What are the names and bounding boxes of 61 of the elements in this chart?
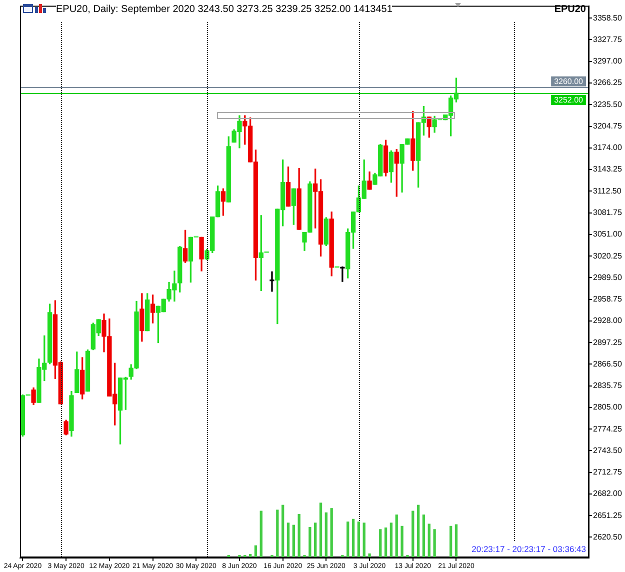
bar bbox=[379, 529, 382, 557]
bar bbox=[400, 526, 404, 557]
y-tick-label: 2774.25 bbox=[593, 424, 622, 434]
y-tick-label: 2989.50 bbox=[593, 272, 622, 282]
bar bbox=[324, 512, 328, 557]
bar bbox=[254, 545, 258, 557]
bar bbox=[292, 524, 295, 557]
bar bbox=[412, 510, 414, 557]
y-tick-label: 2866.50 bbox=[593, 359, 622, 368]
y-tick-label: 2958.75 bbox=[593, 294, 622, 304]
bar bbox=[260, 510, 262, 557]
y-tick-label: 2897.25 bbox=[593, 338, 622, 347]
y-tick-label: 2835.75 bbox=[593, 381, 622, 390]
y-tick-label: 2712.75 bbox=[593, 468, 622, 477]
bar bbox=[395, 514, 398, 557]
bar bbox=[416, 504, 420, 557]
bar bbox=[449, 526, 452, 557]
bar bbox=[433, 529, 436, 557]
candlestick bbox=[340, 266, 345, 282]
y-tick-label: 3020.25 bbox=[593, 251, 622, 260]
y-tick-label: 3112.50 bbox=[593, 186, 622, 196]
y-tick-label: 3266.25 bbox=[593, 78, 622, 88]
y-tick-label: 3204.75 bbox=[593, 121, 622, 130]
bar bbox=[352, 518, 355, 557]
bar bbox=[308, 526, 312, 557]
y-tick-label: 2928.00 bbox=[593, 316, 622, 326]
bar bbox=[286, 522, 290, 557]
y-tick-label: 3358.50 bbox=[593, 13, 622, 22]
bar bbox=[281, 504, 284, 557]
y-tick-label: 2743.50 bbox=[593, 446, 622, 455]
bar bbox=[428, 524, 430, 557]
annotation: 20:23:17 - 20:23:17 - 03:36:43 bbox=[472, 544, 586, 554]
y-tick-label: 3174.00 bbox=[593, 143, 622, 152]
y-tick-label: 3143.25 bbox=[593, 164, 622, 174]
y-tick-label: 3297.00 bbox=[593, 56, 622, 66]
y-tick-label: 2651.25 bbox=[593, 510, 622, 520]
candlestick bbox=[270, 271, 274, 292]
bar bbox=[330, 508, 333, 557]
y-tick-label: 3051.00 bbox=[593, 230, 622, 239]
bar bbox=[390, 522, 393, 557]
y-tick-label: 3327.75 bbox=[593, 34, 622, 44]
y-tick-label: 2620.50 bbox=[593, 532, 622, 542]
bar bbox=[454, 524, 458, 557]
ref-line-label: 3252.00 bbox=[554, 96, 584, 105]
y-tick-label: 3081.75 bbox=[593, 208, 622, 217]
bar bbox=[368, 553, 371, 557]
bar bbox=[346, 522, 350, 557]
ref-line-label: 3260.00 bbox=[554, 77, 584, 86]
bar bbox=[384, 528, 388, 557]
y-tick-label: 2682.00 bbox=[593, 489, 622, 498]
bar bbox=[357, 522, 360, 557]
bar bbox=[362, 522, 366, 557]
chart-title: EPU20, Daily: September 2020 3243.50 3273.25 3239.25 3252.00 1413451 bbox=[56, 4, 392, 16]
bar bbox=[248, 554, 252, 557]
bar bbox=[314, 522, 317, 557]
bar bbox=[298, 514, 300, 557]
y-tick-label: 2805.00 bbox=[593, 402, 622, 412]
bar bbox=[276, 510, 279, 557]
bar bbox=[319, 502, 322, 557]
y-tick-label: 3235.50 bbox=[593, 100, 622, 109]
bar bbox=[422, 514, 426, 557]
